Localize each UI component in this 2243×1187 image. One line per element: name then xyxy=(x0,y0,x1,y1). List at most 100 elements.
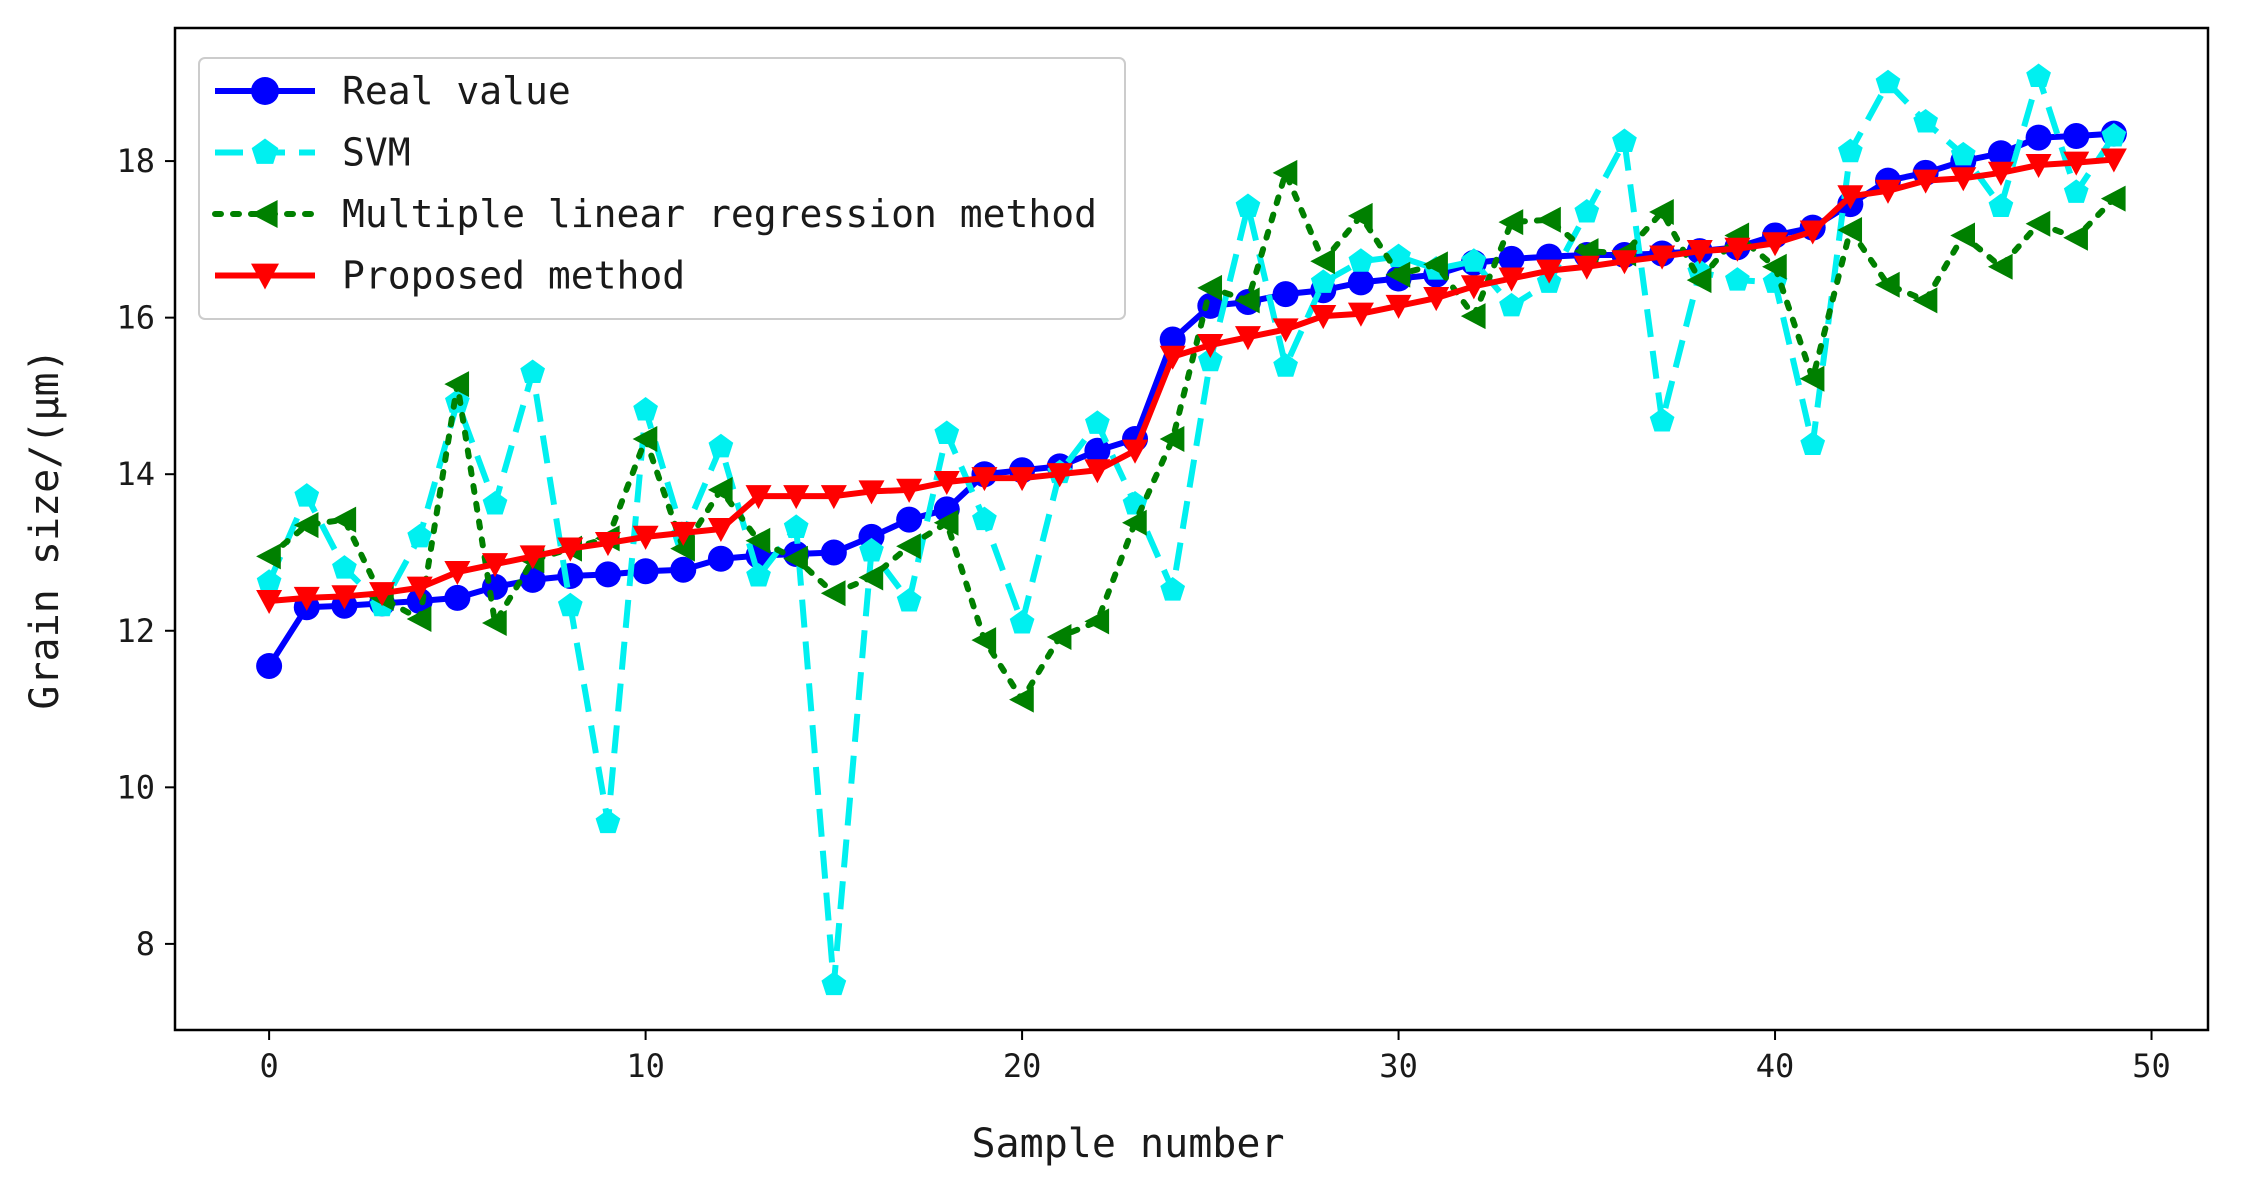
data-point xyxy=(444,584,471,611)
data-point xyxy=(407,523,433,548)
data-point xyxy=(1649,245,1676,270)
data-point xyxy=(482,609,507,636)
y-tick-label: 12 xyxy=(116,612,155,650)
data-point xyxy=(632,425,658,452)
data-point xyxy=(1197,333,1224,359)
data-point xyxy=(633,397,658,421)
x-axis: 0 10 20 30 40 50 xyxy=(259,1030,2171,1085)
data-point xyxy=(1347,302,1374,327)
data-point xyxy=(1197,347,1223,372)
data-point xyxy=(1122,509,1147,536)
data-point xyxy=(294,483,320,507)
data-point xyxy=(1310,269,1336,293)
data-point xyxy=(1611,250,1638,275)
data-point xyxy=(670,556,697,583)
data-point xyxy=(1423,251,1448,278)
data-point xyxy=(331,585,358,610)
data-point xyxy=(632,525,659,550)
data-point xyxy=(1725,267,1750,291)
data-point xyxy=(1084,608,1110,635)
legend-label: SVM xyxy=(342,131,411,175)
data-point xyxy=(745,485,772,510)
data-point xyxy=(369,582,396,607)
data-point xyxy=(783,514,809,538)
data-point xyxy=(820,539,847,566)
data-point xyxy=(1649,407,1675,432)
data-point xyxy=(1912,169,1939,194)
data-point xyxy=(1348,248,1374,272)
data-point xyxy=(783,485,810,510)
data-point xyxy=(2063,179,2089,203)
data-point xyxy=(1837,185,1864,210)
x-tick-label: 30 xyxy=(1379,1047,1418,1085)
data-point xyxy=(1536,206,1561,233)
data-point xyxy=(1272,318,1299,343)
data-point xyxy=(896,506,923,533)
data-point xyxy=(256,589,283,615)
legend-label: Multiple linear regression method xyxy=(342,192,1097,236)
data-point xyxy=(934,420,960,445)
data-point xyxy=(1122,439,1149,464)
data-point xyxy=(2100,148,2127,173)
data-point xyxy=(519,545,546,570)
data-point xyxy=(1874,179,1901,204)
data-point xyxy=(594,532,621,557)
data-point xyxy=(1009,467,1036,492)
y-axis: 8 10 12 14 16 18 xyxy=(116,142,175,963)
data-point xyxy=(1347,202,1373,229)
data-point xyxy=(1385,261,1411,288)
data-point xyxy=(1498,245,1525,272)
legend: Real value SVM Multiple linear regression … xyxy=(198,57,1126,320)
data-point xyxy=(707,517,734,542)
data-point xyxy=(1573,255,1600,280)
series-line xyxy=(266,73,2117,988)
data-point xyxy=(670,535,695,562)
data-point xyxy=(1234,287,1260,314)
data-point xyxy=(896,588,922,612)
y-tick-label: 10 xyxy=(116,768,155,806)
data-point xyxy=(1574,198,1600,223)
data-point xyxy=(1987,140,2014,167)
y-tick-label: 8 xyxy=(136,925,155,963)
x-tick-label: 10 xyxy=(626,1047,665,1085)
data-point xyxy=(2025,153,2052,178)
data-point xyxy=(1009,686,1034,713)
data-point xyxy=(1272,159,1298,186)
data-point xyxy=(1837,216,1863,243)
legend-label: Real value xyxy=(342,69,571,113)
data-point xyxy=(1950,222,1975,249)
data-point xyxy=(859,537,884,562)
data-point xyxy=(1536,259,1563,284)
data-point xyxy=(444,561,471,586)
data-point xyxy=(708,433,734,458)
data-point xyxy=(2025,210,2051,237)
data-point xyxy=(1084,459,1111,484)
data-point xyxy=(1799,365,1825,392)
data-point xyxy=(1460,303,1486,330)
series-proposed-method xyxy=(256,148,2127,615)
data-point xyxy=(933,509,959,536)
data-point xyxy=(256,652,283,679)
data-point xyxy=(820,485,847,510)
y-axis-label: Grain size/(μm) xyxy=(22,348,68,709)
data-point xyxy=(2100,185,2126,212)
data-point xyxy=(557,592,583,617)
data-point xyxy=(1272,281,1299,308)
data-point xyxy=(746,562,771,587)
data-point xyxy=(1686,240,1713,265)
data-point xyxy=(1160,577,1186,601)
series-svm xyxy=(256,63,2127,996)
data-point xyxy=(331,506,357,533)
data-point xyxy=(2063,123,2090,150)
data-point xyxy=(632,558,659,585)
data-point xyxy=(332,555,357,579)
data-point xyxy=(670,521,697,546)
legend-label: Proposed method xyxy=(342,254,685,298)
data-point xyxy=(1085,410,1110,434)
data-point xyxy=(1009,609,1035,634)
data-point xyxy=(1046,624,1072,651)
data-point xyxy=(1159,345,1186,370)
data-point xyxy=(1686,267,1712,294)
data-point xyxy=(1612,128,1637,153)
data-point xyxy=(1273,353,1298,377)
